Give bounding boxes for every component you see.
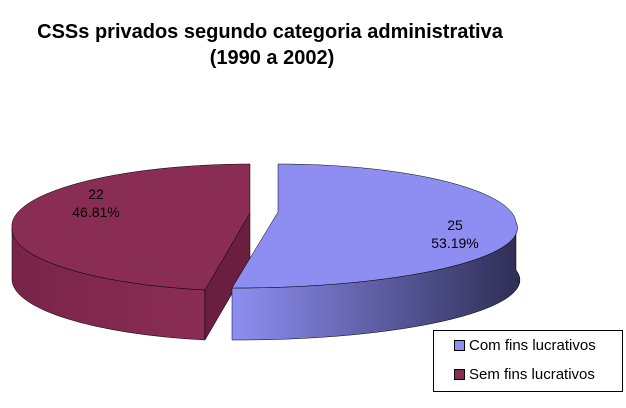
chart-title-line1: CSSs privados segundo categoria administ… [37, 21, 504, 43]
legend-label-com-fins: Com fins lucrativos [469, 337, 596, 354]
slice-sem-fins-lucrativos [11, 163, 251, 341]
legend-label-sem-fins: Sem fins lucrativos [469, 366, 595, 383]
slice-sem-fins-top [11, 163, 251, 291]
legend-swatch-com-fins [454, 340, 465, 351]
legend-item-sem-fins: Sem fins lucrativos [454, 366, 595, 383]
data-label-sem-fins-value: 22 [88, 186, 104, 202]
legend-swatch-sem-fins [454, 369, 465, 380]
slice-com-fins-lucrativos [231, 163, 521, 341]
slice-com-fins-top [231, 163, 518, 289]
chart-legend: Com fins lucrativos Sem fins lucrativos [433, 330, 623, 392]
chart-title-line2: (1990 a 2002) [210, 47, 335, 69]
data-label-com-fins-percent: 53.19% [431, 235, 478, 251]
data-label-com-fins-value: 25 [447, 217, 463, 233]
data-label-sem-fins-percent: 46.81% [72, 204, 119, 220]
legend-item-com-fins: Com fins lucrativos [454, 337, 596, 354]
